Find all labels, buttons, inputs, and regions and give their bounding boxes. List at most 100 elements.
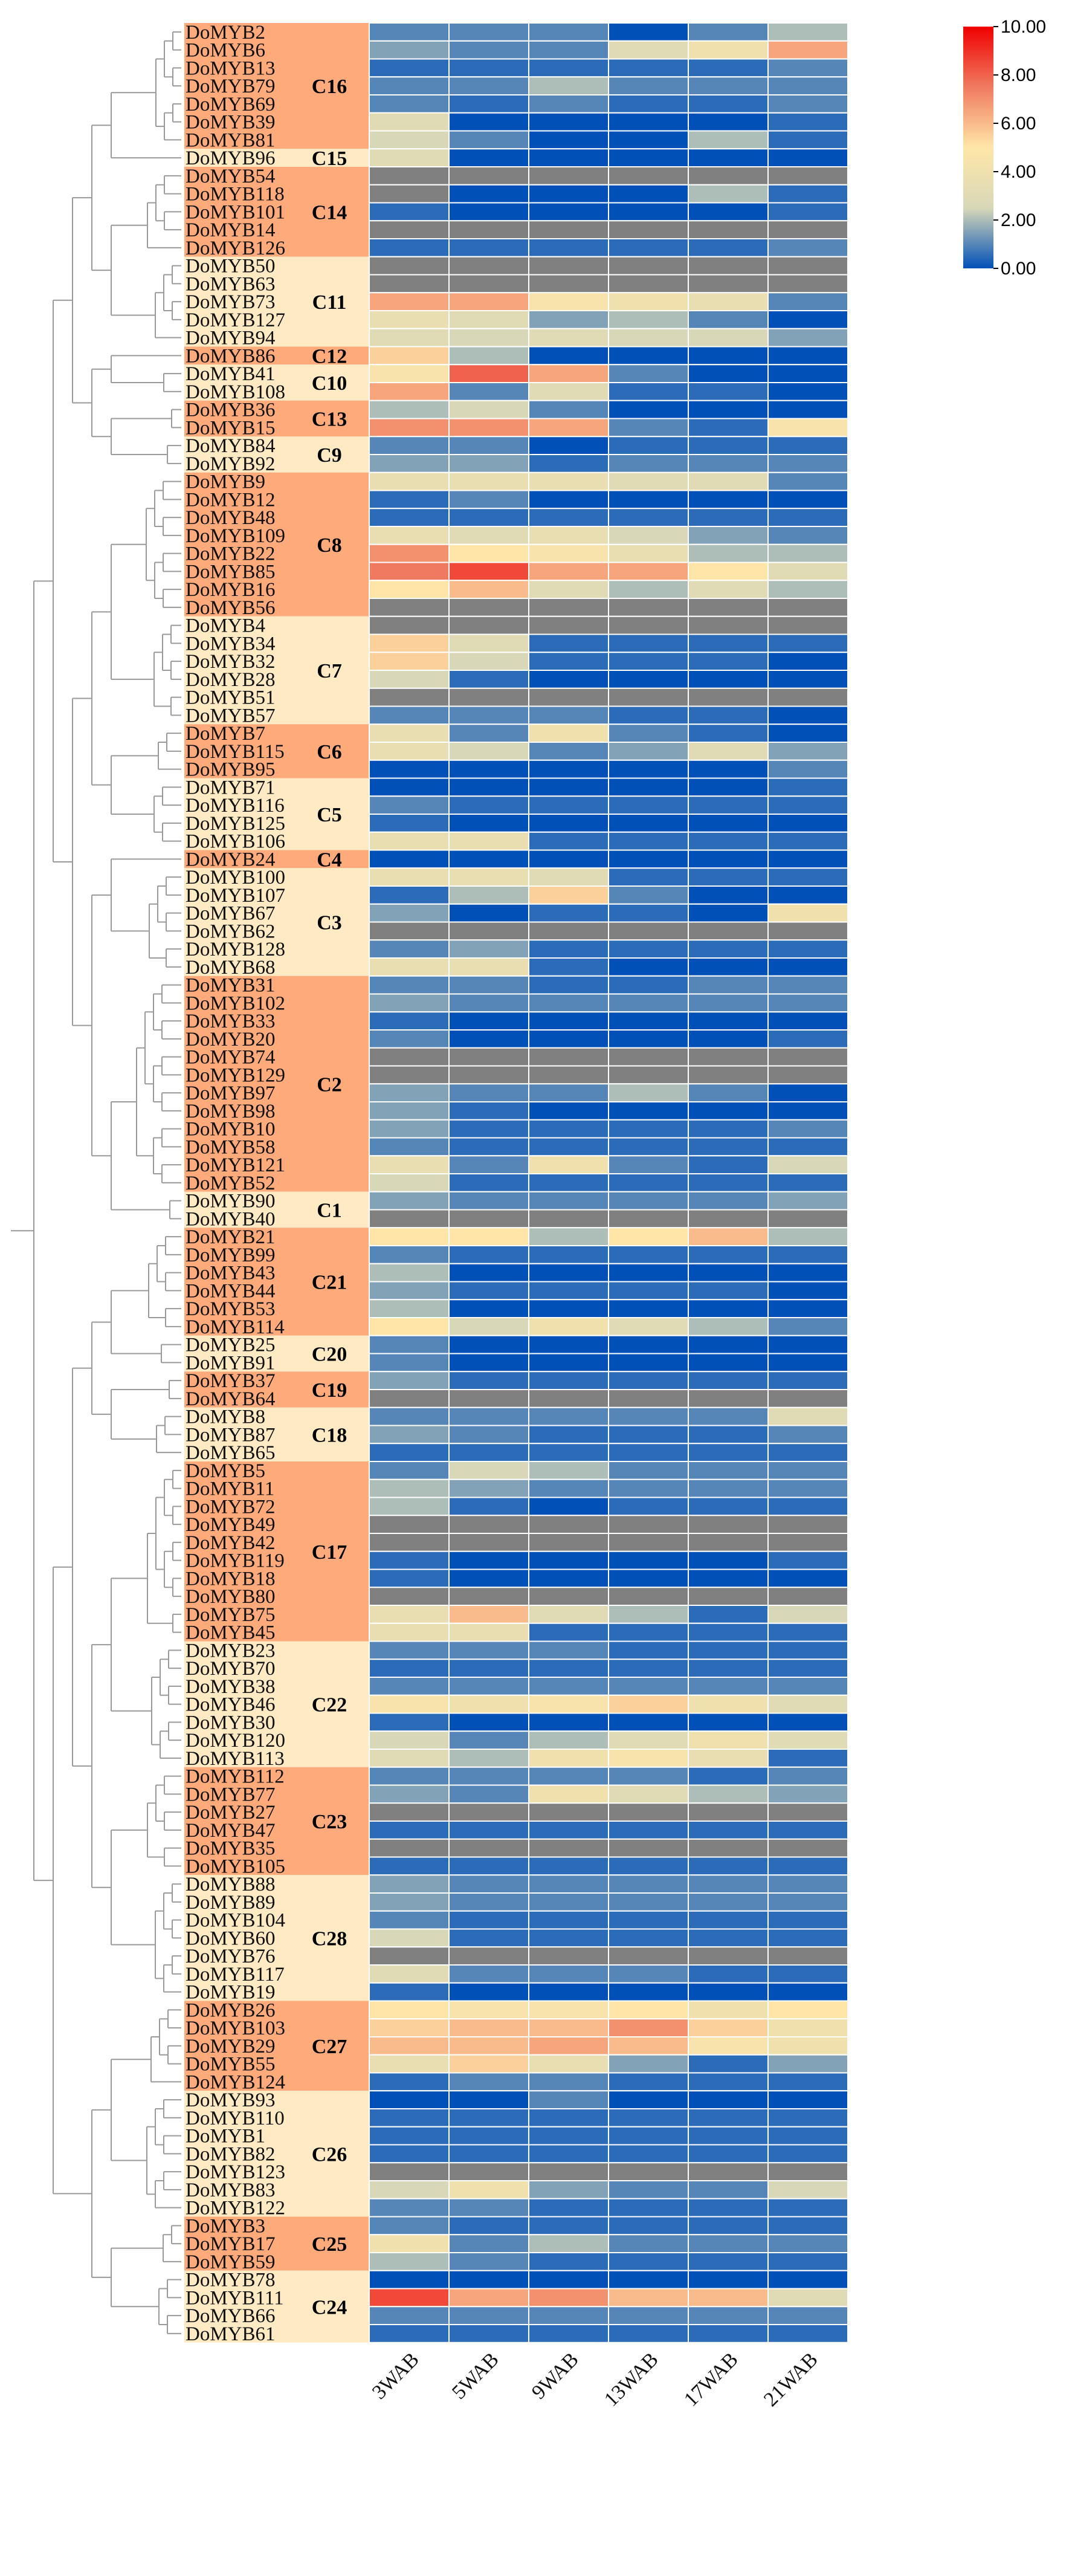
heatmap-cell	[608, 418, 689, 438]
heatmap-cell	[688, 2234, 769, 2253]
heatmap-cell	[369, 346, 450, 366]
heatmap-cell	[688, 2072, 769, 2092]
heatmap-cell	[767, 831, 848, 851]
heatmap-cell	[767, 1245, 848, 1264]
gene-label: DoMYB121	[186, 1154, 285, 1176]
heatmap-cell	[448, 921, 529, 941]
heatmap-cell	[369, 652, 450, 671]
heatmap-cell	[448, 1568, 529, 1588]
gene-label: DoMYB78	[186, 2270, 276, 2291]
heatmap-cell	[688, 94, 769, 114]
heatmap-cell	[608, 364, 689, 383]
heatmap-cell	[369, 1659, 450, 1678]
heatmap-cell	[767, 1227, 848, 1246]
heatmap-cell	[528, 1568, 609, 1588]
heatmap-cell	[448, 1982, 529, 2002]
cluster-band	[184, 976, 369, 1192]
heatmap-cell	[608, 1622, 689, 1642]
heatmap-cell	[688, 112, 769, 132]
heatmap-cell	[767, 400, 848, 419]
heatmap-cell	[608, 1353, 689, 1373]
heatmap-cell	[448, 1749, 529, 1768]
heatmap-cell	[688, 1677, 769, 1696]
heatmap-cell	[528, 867, 609, 887]
gene-label: DoMYB49	[186, 1514, 276, 1536]
heatmap-cell	[608, 490, 689, 510]
heatmap-cell	[528, 1101, 609, 1121]
heatmap-cell	[767, 777, 848, 797]
heatmap-cell	[767, 2234, 848, 2253]
heatmap-cell	[448, 1137, 529, 1157]
heatmap-cell	[448, 1101, 529, 1121]
heatmap-cell	[608, 849, 689, 869]
gene-label: DoMYB33	[186, 1011, 276, 1032]
heatmap-cell	[528, 2234, 609, 2253]
heatmap-cell	[528, 508, 609, 527]
gene-label: DoMYB6	[186, 40, 265, 62]
heatmap-cell	[688, 1047, 769, 1067]
heatmap-cell	[369, 1263, 450, 1283]
heatmap-cell	[369, 1856, 450, 1876]
heatmap-cell	[448, 1515, 529, 1534]
heatmap-cell	[767, 1820, 848, 1840]
heatmap-cell	[767, 418, 848, 438]
gene-label: DoMYB17	[186, 2233, 276, 2255]
heatmap-cell	[688, 652, 769, 671]
gene-label: DoMYB107	[186, 885, 285, 907]
heatmap-cell	[767, 2180, 848, 2199]
gene-label: DoMYB97	[186, 1083, 276, 1104]
heatmap-cell	[767, 723, 848, 743]
heatmap-cell	[369, 508, 450, 527]
heatmap-cell	[608, 1802, 689, 1822]
heatmap-cell	[688, 1856, 769, 1876]
heatmap-cell	[608, 687, 689, 707]
heatmap-cell	[369, 418, 450, 438]
cluster-label: C25	[312, 2233, 347, 2256]
gene-label: DoMYB5	[186, 1460, 265, 1482]
heatmap-cell	[448, 1892, 529, 1912]
heatmap-cell	[448, 22, 529, 42]
heatmap-cell	[767, 1478, 848, 1498]
heatmap-cell	[528, 1802, 609, 1822]
heatmap-cell	[767, 58, 848, 78]
heatmap-cell	[528, 2198, 609, 2218]
gene-label: DoMYB129	[186, 1064, 285, 1086]
heatmap-cell	[369, 1820, 450, 1840]
gene-label: DoMYB38	[186, 1676, 276, 1698]
heatmap-cell	[608, 652, 689, 671]
heatmap-cell	[448, 1766, 529, 1786]
heatmap-cell	[688, 490, 769, 510]
gene-label: DoMYB1	[186, 2126, 265, 2147]
heatmap-cell	[688, 220, 769, 239]
heatmap-cell	[608, 1820, 689, 1840]
heatmap-cell	[688, 1461, 769, 1480]
heatmap-cell	[767, 975, 848, 995]
heatmap-cell	[528, 292, 609, 311]
cluster-band	[184, 1875, 369, 2001]
cluster-label: C24	[312, 2296, 347, 2319]
heatmap-cell	[528, 1119, 609, 1139]
heatmap-cell	[448, 436, 529, 455]
gene-label: DoMYB51	[186, 687, 276, 709]
heatmap-cell	[608, 184, 689, 204]
heatmap-cell	[528, 777, 609, 797]
heatmap-cell	[528, 1694, 609, 1714]
heatmap-cell	[448, 705, 529, 725]
colorbar-tick-label: 6.00	[1001, 114, 1036, 134]
heatmap-cell	[608, 2090, 689, 2109]
heatmap-cell	[608, 526, 689, 545]
cluster-band	[184, 256, 369, 347]
heatmap-cell	[448, 1461, 529, 1480]
heatmap-cell	[369, 1622, 450, 1642]
heatmap-cell	[448, 310, 529, 329]
heatmap-cell	[608, 1749, 689, 1768]
heatmap-cell	[688, 1946, 769, 1966]
heatmap-cell	[608, 1281, 689, 1301]
heatmap-cell	[608, 310, 689, 329]
gene-label: DoMYB25	[186, 1335, 276, 1356]
heatmap-cell	[369, 1982, 450, 2002]
heatmap-cell	[688, 1065, 769, 1085]
heatmap-cell	[369, 1443, 450, 1462]
gene-label: DoMYB92	[186, 453, 276, 475]
cluster-label: C1	[317, 1200, 342, 1222]
